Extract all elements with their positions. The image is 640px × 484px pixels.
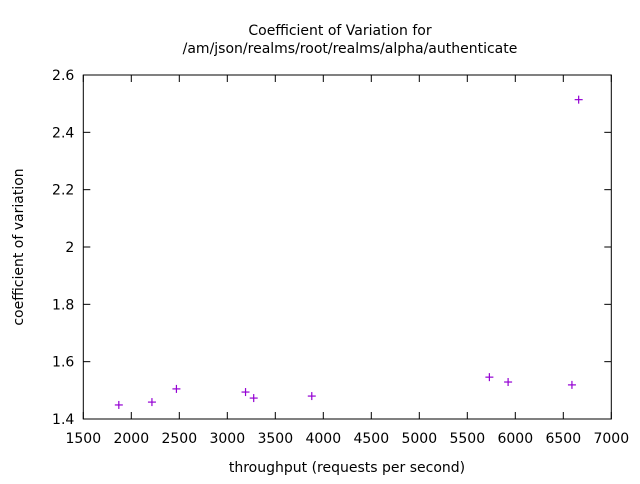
x-tick-label: 6500 [545, 431, 581, 447]
data-point [241, 388, 250, 397]
data-point [485, 373, 494, 382]
data-point [574, 95, 583, 104]
y-tick-label: 1.4 [52, 412, 74, 428]
data-points [114, 95, 583, 409]
x-tick-label: 6000 [497, 431, 533, 447]
x-tick-label: 5000 [401, 431, 437, 447]
y-tick-label: 2.2 [52, 183, 74, 199]
x-axis: 1500 2000 2500 3000 3500 4000 4500 5000 5500 6000… [65, 75, 629, 447]
x-tick-label: 3000 [209, 431, 245, 447]
x-tick-label: 5500 [449, 431, 485, 447]
x-tick-label: 4500 [353, 431, 389, 447]
y-tick-label: 1.6 [52, 355, 74, 371]
x-tick-label: 4000 [305, 431, 341, 447]
y-tick-label: 2 [65, 240, 74, 256]
plot-border [82, 74, 612, 420]
data-point [567, 380, 576, 389]
y-axis-label: coefficient of variation [11, 168, 27, 325]
chart-title-line1: Coefficient of Variation for [248, 23, 432, 39]
chart-title-line2: /am/json/realms/root/realms/alpha/authen… [183, 41, 518, 57]
y-tick-label: 2.6 [52, 68, 74, 84]
y-tick-label: 1.8 [52, 297, 74, 313]
x-tick-label: 3500 [257, 431, 293, 447]
data-point [172, 384, 181, 393]
x-tick-label: 2500 [161, 431, 197, 447]
y-tick-label: 2.4 [52, 125, 74, 141]
data-point [114, 400, 123, 409]
data-point [307, 392, 316, 401]
x-tick-label: 1500 [65, 431, 101, 447]
data-point [504, 378, 513, 387]
y-axis: 1.4 1.6 1.8 2 2.2 2.4 2.6 [52, 68, 612, 428]
x-tick-label: 2000 [113, 431, 149, 447]
x-axis-label: throughput (requests per second) [229, 460, 465, 476]
data-point [249, 394, 258, 403]
data-point [147, 398, 156, 407]
x-tick-label: 7000 [593, 431, 629, 447]
